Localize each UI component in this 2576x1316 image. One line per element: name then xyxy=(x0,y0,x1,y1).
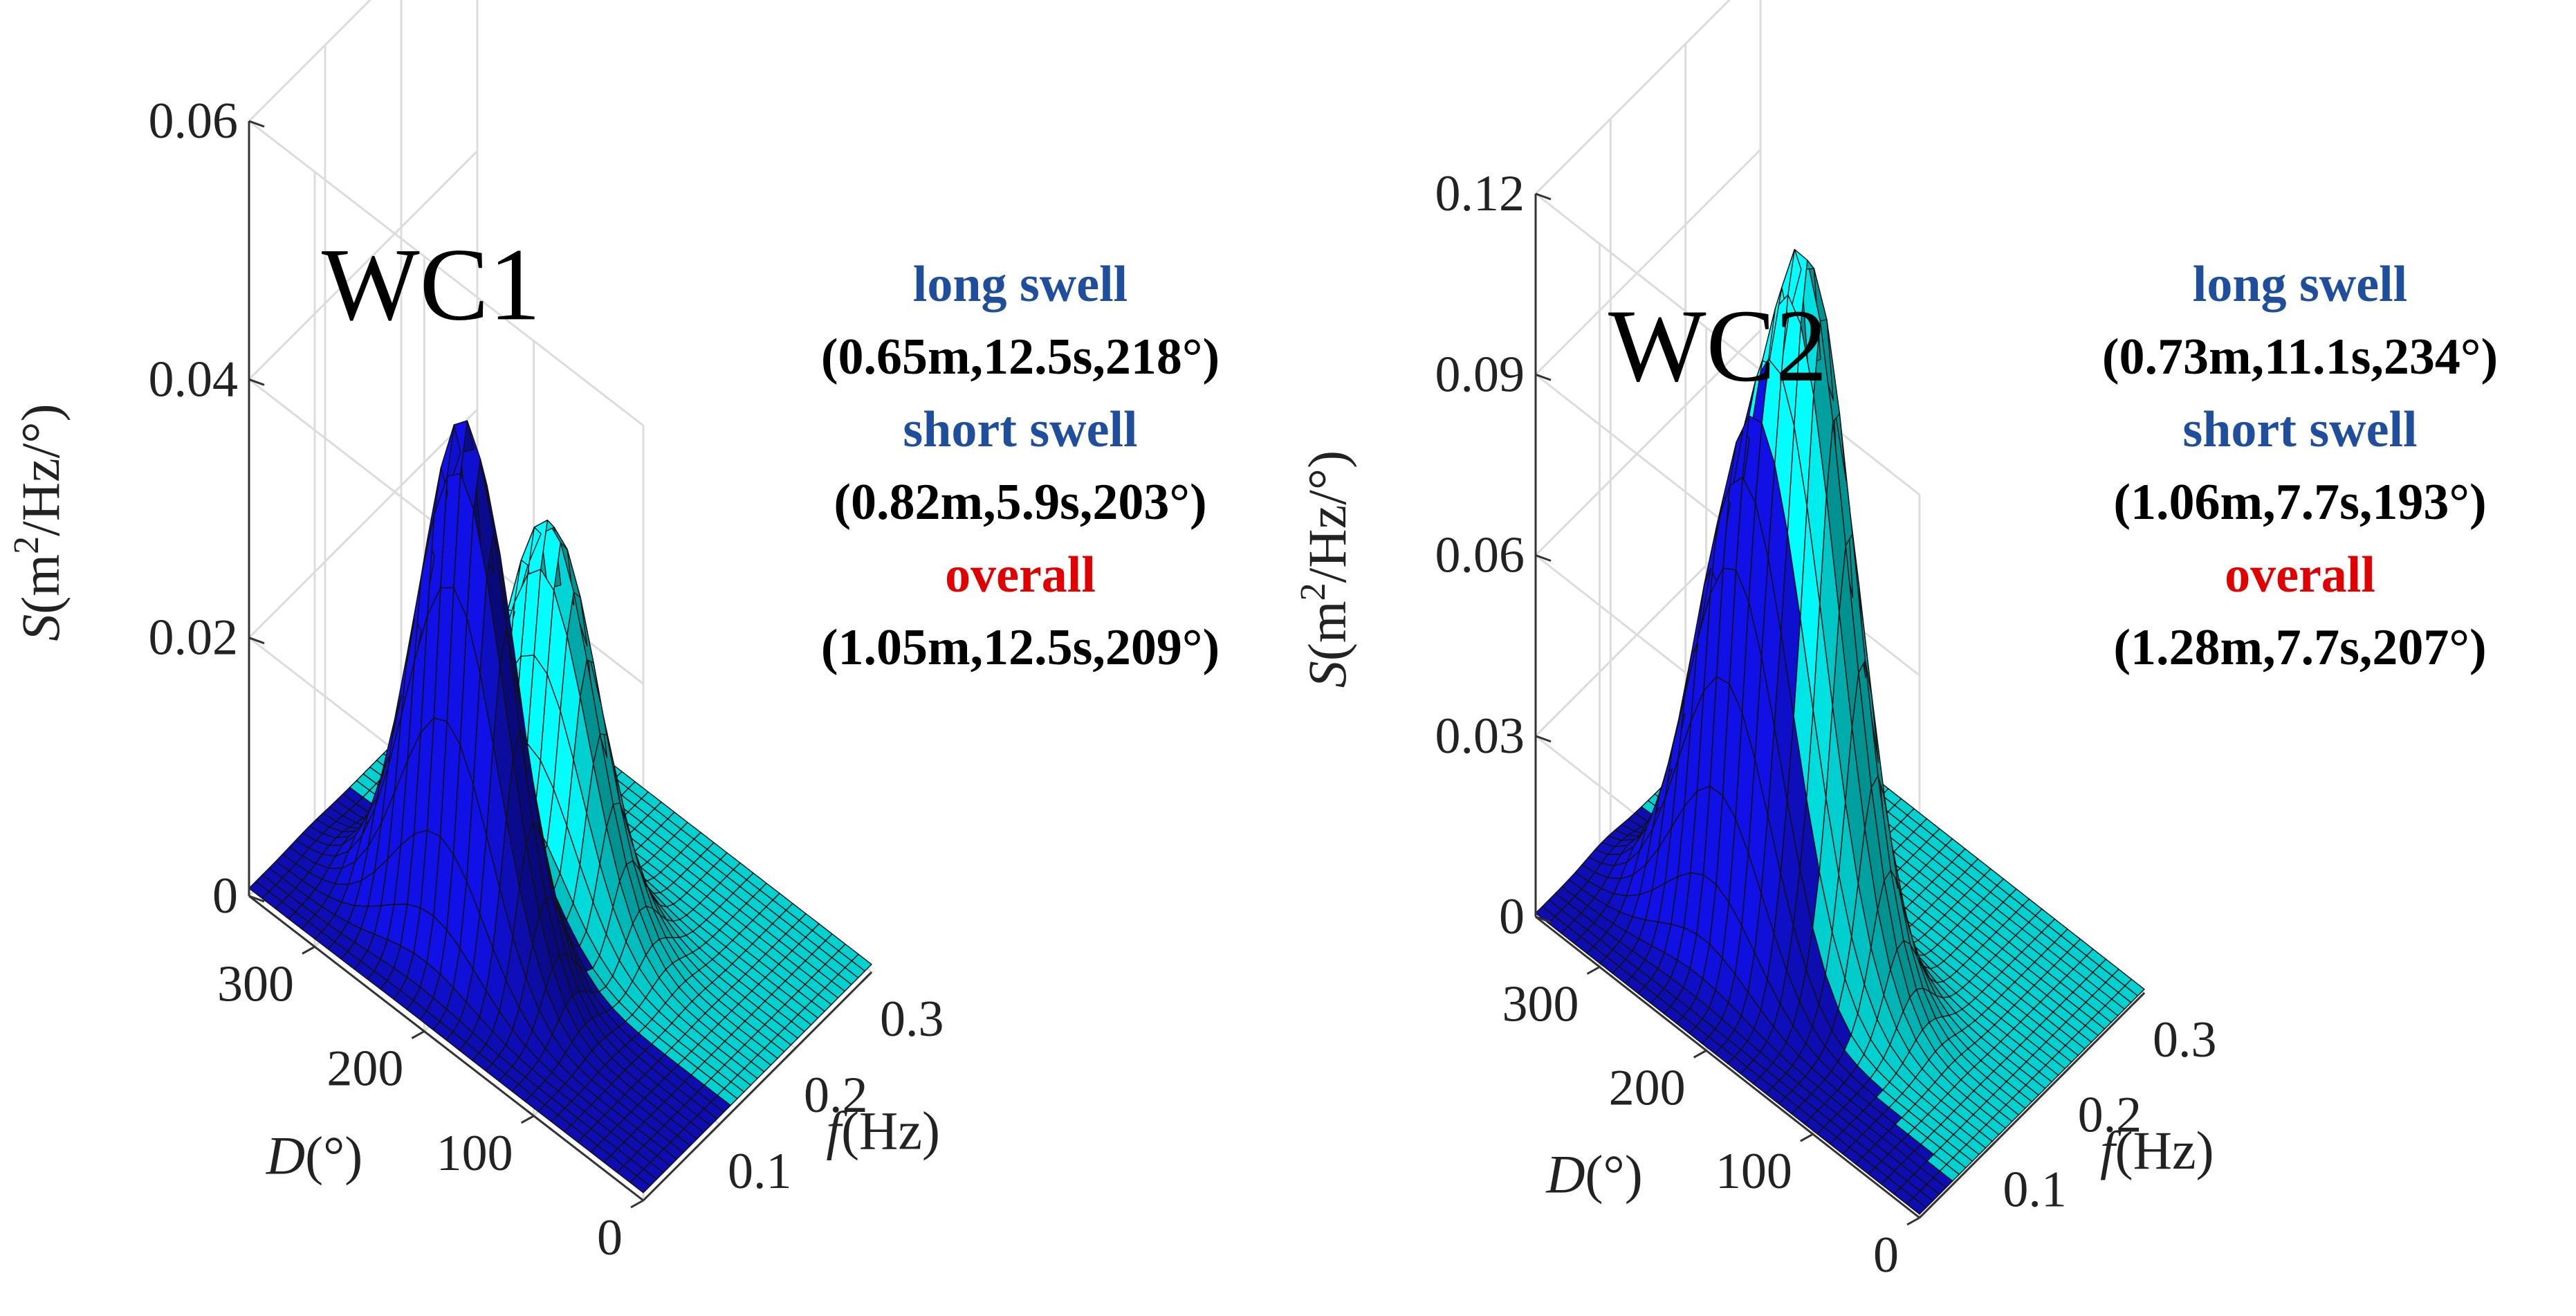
z-tick-label: 0 xyxy=(1499,888,1525,945)
z-tick-label: 0.09 xyxy=(1435,346,1525,403)
annotation-values: (0.65m,12.5s,218°) xyxy=(821,329,1220,385)
d-tick-mark xyxy=(411,1030,425,1039)
panel-wc2: 0 0.03 0.06 0.09 0.12 0.10.20.3 0 100 200 300 f(Hz… xyxy=(1294,0,2498,1283)
annotation-heading: long swell xyxy=(2193,256,2407,313)
annotation-heading: long swell xyxy=(913,256,1128,313)
annotation-heading: overall xyxy=(2225,547,2375,603)
annotation-heading: short swell xyxy=(903,401,1137,458)
annotation-values: (1.28m,7.7s,207°) xyxy=(2113,619,2486,676)
d-tick-mark xyxy=(1906,1216,1920,1226)
f-tick-mark xyxy=(2133,991,2146,1004)
d-tick-label: 0 xyxy=(597,1209,623,1266)
z-tick-label: 0.02 xyxy=(149,610,239,666)
panel-label: WC2 xyxy=(1608,289,1828,403)
z-tick-mark xyxy=(1535,735,1552,743)
f-tick-mark xyxy=(784,1047,797,1059)
panel-wc1: 0 0.02 0.04 0.06 0.10.20.3 0 100 200 300 f(Hz) D(°… xyxy=(7,0,1220,1266)
z-tick-label: 0 xyxy=(212,868,238,924)
z-tick-mark xyxy=(1535,373,1552,381)
f-tick-label: 0.1 xyxy=(728,1143,792,1200)
f-axis-line xyxy=(1918,991,2146,1219)
d-tick-label: 200 xyxy=(326,1041,403,1097)
f-tick-label: 0.3 xyxy=(2153,1012,2217,1068)
d-tick-label: 100 xyxy=(436,1125,513,1182)
z-tick-mark xyxy=(1535,192,1552,201)
z-axis-label: S(m2/Hz/°) xyxy=(1294,450,1357,688)
z-tick-label: 0.03 xyxy=(1435,708,1525,765)
spectrum-surface xyxy=(248,420,872,1194)
d-tick-label: 0 xyxy=(1873,1227,1899,1283)
annotation-values: (0.73m,11.1s,234°) xyxy=(2102,329,2498,385)
annotation-heading: overall xyxy=(945,547,1096,603)
d-tick-mark xyxy=(1800,1133,1814,1142)
panel-label: WC1 xyxy=(322,227,541,342)
annotation-heading: short swell xyxy=(2182,401,2417,458)
z-tick-mark xyxy=(1535,554,1552,562)
annotation-values: (1.05m,12.5s,209°) xyxy=(821,619,1220,676)
f-tick-mark xyxy=(861,971,873,983)
z-tick-label: 0.04 xyxy=(149,351,239,408)
z-tick-mark xyxy=(248,637,265,645)
f-axis-label: f(Hz) xyxy=(2100,1120,2214,1180)
z-tick-mark xyxy=(248,378,265,386)
d-tick-mark xyxy=(630,1199,644,1209)
long-swell-surface-cell xyxy=(1535,906,1556,924)
z-tick-mark xyxy=(248,120,265,128)
annotation-values: (1.06m,7.7s,193°) xyxy=(2113,474,2486,531)
d-tick-label: 200 xyxy=(1609,1059,1686,1116)
f-axis-label: f(Hz) xyxy=(826,1101,940,1161)
f-tick-label: 0.1 xyxy=(2003,1162,2067,1218)
annotation-values: (0.82m,5.9s,203°) xyxy=(834,474,1206,531)
f-tick-mark xyxy=(2059,1067,2070,1079)
d-tick-mark xyxy=(1693,1050,1707,1059)
z-tick-label: 0.06 xyxy=(149,93,239,149)
d-tick-mark xyxy=(302,946,315,955)
d-tick-label: 300 xyxy=(217,956,294,1012)
axis-lines xyxy=(248,120,873,1209)
f-tick-mark xyxy=(708,1123,721,1135)
d-tick-label: 300 xyxy=(1502,976,1579,1033)
z-tick-label: 0.12 xyxy=(1435,165,1525,222)
f-tick-label: 0.2 xyxy=(804,1067,868,1124)
spectrum-surface xyxy=(1535,248,2145,1215)
long-swell-surface-cell xyxy=(248,881,270,899)
d-axis-label: D(°) xyxy=(266,1126,363,1186)
f-tick-label: 0.3 xyxy=(880,991,944,1048)
d-tick-mark xyxy=(520,1115,535,1124)
d-tick-mark xyxy=(1586,966,1601,975)
z-axis-label: S(m2/Hz/°) xyxy=(7,403,71,641)
axis-lines xyxy=(1534,192,2146,1226)
z-tick-label: 0.06 xyxy=(1435,527,1525,584)
d-axis-label: D(°) xyxy=(1545,1144,1643,1204)
f-tick-mark xyxy=(1984,1142,1996,1153)
d-tick-label: 100 xyxy=(1715,1143,1792,1200)
f-axis-line xyxy=(642,971,873,1202)
f-tick-label: 0.2 xyxy=(2078,1086,2142,1143)
